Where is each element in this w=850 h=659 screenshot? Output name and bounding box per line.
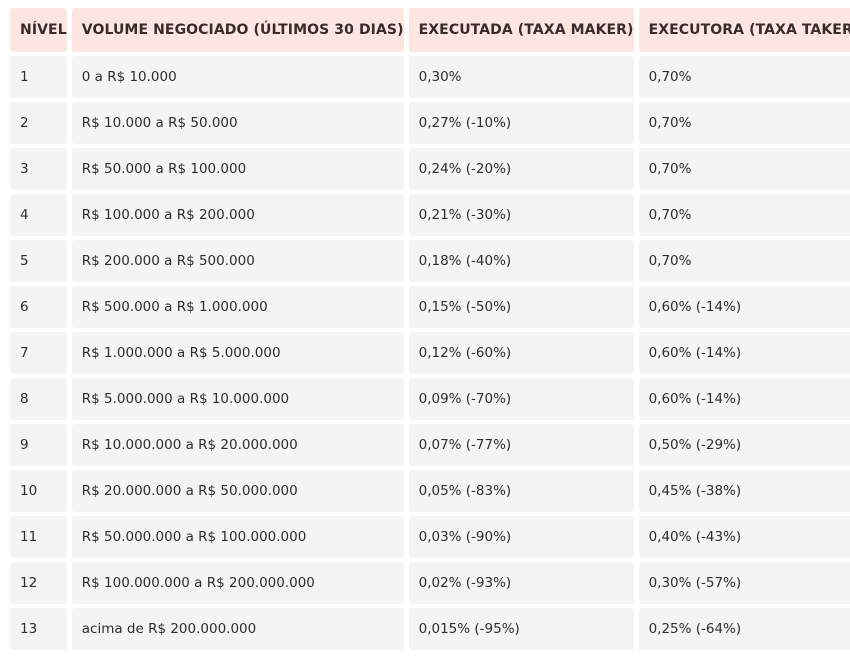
cell-volume: R$ 10.000.000 a R$ 20.000.000 [71,424,404,466]
cell-taker-fee: 0,70% [638,194,850,236]
table-row: 6 R$ 500.000 a R$ 1.000.000 0,15% (-50%)… [10,286,850,328]
fee-tier-table: NÍVEL VOLUME NEGOCIADO (ÚLTIMOS 30 DIAS)… [5,4,850,654]
cell-level: 11 [10,516,67,558]
cell-maker-fee: 0,015% (-95%) [408,608,634,650]
cell-volume: acima de R$ 200.000.000 [71,608,404,650]
cell-volume: 0 a R$ 10.000 [71,56,404,98]
cell-level: 12 [10,562,67,604]
cell-maker-fee: 0,18% (-40%) [408,240,634,282]
table-row: 5 R$ 200.000 a R$ 500.000 0,18% (-40%) 0… [10,240,850,282]
cell-maker-fee: 0,03% (-90%) [408,516,634,558]
cell-level: 13 [10,608,67,650]
cell-maker-fee: 0,12% (-60%) [408,332,634,374]
header-maker-fee: EXECUTADA (TAXA MAKER) [408,8,634,52]
cell-taker-fee: 0,60% (-14%) [638,286,850,328]
cell-level: 9 [10,424,67,466]
cell-level: 7 [10,332,67,374]
cell-taker-fee: 0,70% [638,56,850,98]
table-row: 9 R$ 10.000.000 a R$ 20.000.000 0,07% (-… [10,424,850,466]
cell-volume: R$ 200.000 a R$ 500.000 [71,240,404,282]
cell-volume: R$ 50.000 a R$ 100.000 [71,148,404,190]
cell-taker-fee: 0,50% (-29%) [638,424,850,466]
table-row: 7 R$ 1.000.000 a R$ 5.000.000 0,12% (-60… [10,332,850,374]
cell-volume: R$ 10.000 a R$ 50.000 [71,102,404,144]
cell-taker-fee: 0,60% (-14%) [638,378,850,420]
table-body: 1 0 a R$ 10.000 0,30% 0,70% 2 R$ 10.000 … [10,56,850,650]
cell-taker-fee: 0,70% [638,240,850,282]
cell-taker-fee: 0,70% [638,102,850,144]
header-volume: VOLUME NEGOCIADO (ÚLTIMOS 30 DIAS) [71,8,404,52]
table-row: 3 R$ 50.000 a R$ 100.000 0,24% (-20%) 0,… [10,148,850,190]
table-row: 12 R$ 100.000.000 a R$ 200.000.000 0,02%… [10,562,850,604]
cell-level: 6 [10,286,67,328]
cell-maker-fee: 0,27% (-10%) [408,102,634,144]
cell-taker-fee: 0,70% [638,148,850,190]
table-row: 11 R$ 50.000.000 a R$ 100.000.000 0,03% … [10,516,850,558]
header-level: NÍVEL [10,8,67,52]
cell-level: 1 [10,56,67,98]
table-row: 4 R$ 100.000 a R$ 200.000 0,21% (-30%) 0… [10,194,850,236]
cell-level: 8 [10,378,67,420]
cell-volume: R$ 5.000.000 a R$ 10.000.000 [71,378,404,420]
cell-level: 10 [10,470,67,512]
cell-maker-fee: 0,24% (-20%) [408,148,634,190]
table-row: 1 0 a R$ 10.000 0,30% 0,70% [10,56,850,98]
cell-maker-fee: 0,30% [408,56,634,98]
cell-taker-fee: 0,45% (-38%) [638,470,850,512]
header-row: NÍVEL VOLUME NEGOCIADO (ÚLTIMOS 30 DIAS)… [10,8,850,52]
cell-taker-fee: 0,25% (-64%) [638,608,850,650]
cell-volume: R$ 50.000.000 a R$ 100.000.000 [71,516,404,558]
table-row: 8 R$ 5.000.000 a R$ 10.000.000 0,09% (-7… [10,378,850,420]
cell-volume: R$ 100.000.000 a R$ 200.000.000 [71,562,404,604]
cell-volume: R$ 500.000 a R$ 1.000.000 [71,286,404,328]
table-row: 13 acima de R$ 200.000.000 0,015% (-95%)… [10,608,850,650]
cell-level: 5 [10,240,67,282]
cell-level: 3 [10,148,67,190]
header-taker-fee: EXECUTORA (TAXA TAKER) [638,8,850,52]
cell-taker-fee: 0,40% (-43%) [638,516,850,558]
cell-maker-fee: 0,07% (-77%) [408,424,634,466]
table-header: NÍVEL VOLUME NEGOCIADO (ÚLTIMOS 30 DIAS)… [10,8,850,52]
cell-volume: R$ 1.000.000 a R$ 5.000.000 [71,332,404,374]
cell-taker-fee: 0,60% (-14%) [638,332,850,374]
cell-volume: R$ 100.000 a R$ 200.000 [71,194,404,236]
cell-taker-fee: 0,30% (-57%) [638,562,850,604]
cell-maker-fee: 0,05% (-83%) [408,470,634,512]
cell-level: 2 [10,102,67,144]
cell-maker-fee: 0,15% (-50%) [408,286,634,328]
table-row: 10 R$ 20.000.000 a R$ 50.000.000 0,05% (… [10,470,850,512]
cell-maker-fee: 0,21% (-30%) [408,194,634,236]
cell-maker-fee: 0,09% (-70%) [408,378,634,420]
cell-maker-fee: 0,02% (-93%) [408,562,634,604]
cell-volume: R$ 20.000.000 a R$ 50.000.000 [71,470,404,512]
cell-level: 4 [10,194,67,236]
table-row: 2 R$ 10.000 a R$ 50.000 0,27% (-10%) 0,7… [10,102,850,144]
